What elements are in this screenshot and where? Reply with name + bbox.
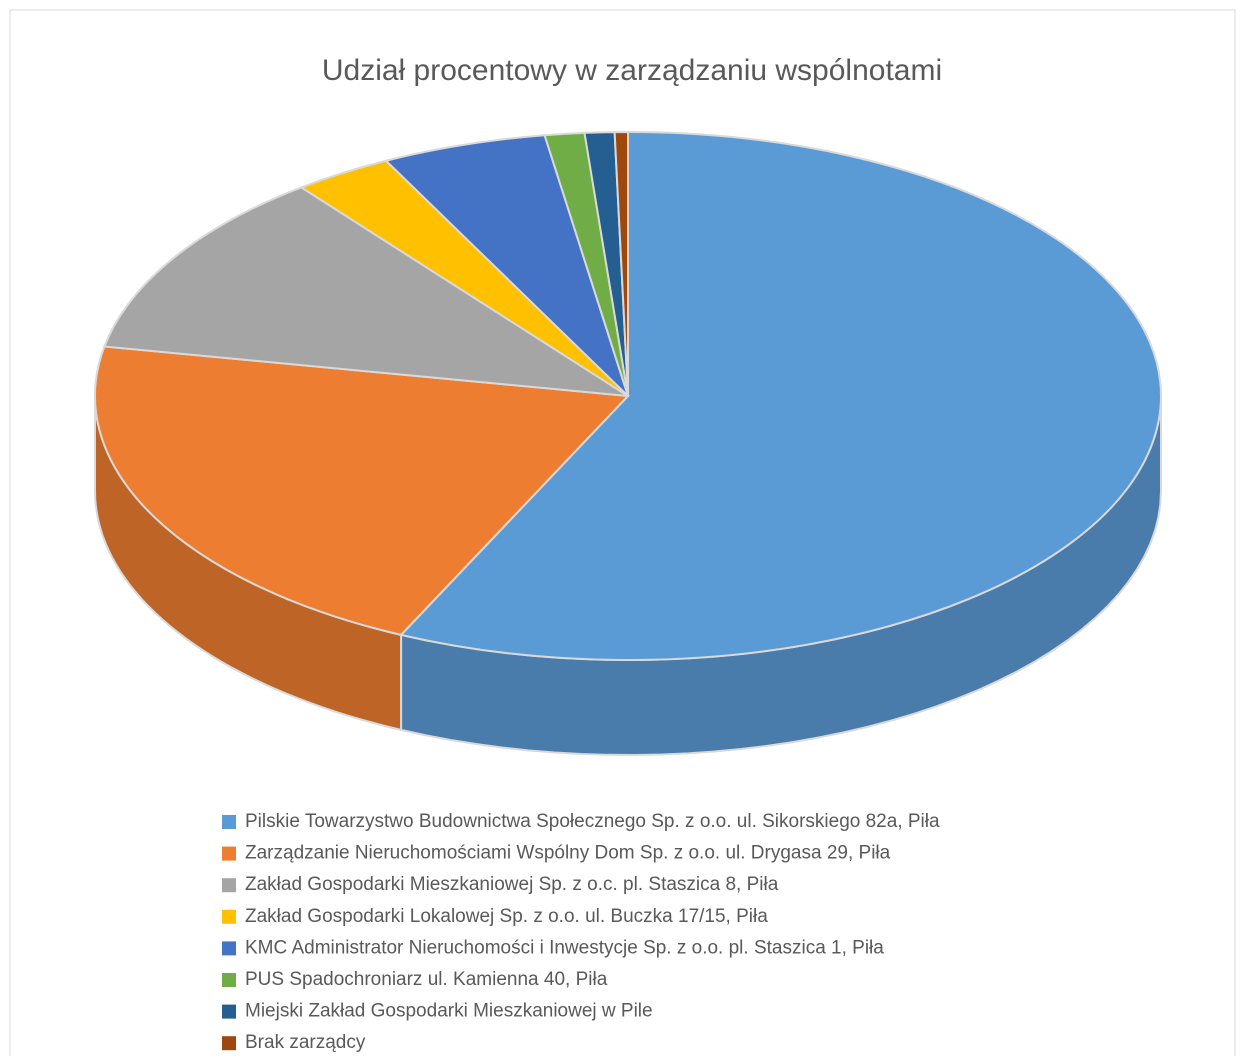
legend-swatch	[222, 973, 236, 987]
legend-label: Brak zarządcy	[245, 1032, 366, 1053]
legend-label: Miejski Zakład Gospodarki Mieszkaniowej …	[245, 1001, 653, 1022]
legend-swatch	[222, 909, 236, 924]
legend-label: Pilskie Towarzystwo Budownictwa Społeczn…	[245, 811, 940, 832]
legend-label: Zarządzanie Nieruchomościami Wspólny Dom…	[245, 843, 891, 864]
legend-swatch	[222, 1036, 236, 1051]
pie-slice	[94, 345, 631, 636]
legend-swatch	[222, 846, 236, 861]
legend-label: Zakład Gospodarki Lokalowej Sp. z o.o. u…	[245, 906, 768, 927]
legend-label: KMC Administrator Nieruchomości i Inwest…	[245, 937, 884, 958]
legend-swatch	[222, 941, 236, 956]
pie-slice	[613, 130, 629, 397]
legend-label: Zakład Gospodarki Mieszkaniowej Sp. z o.…	[245, 874, 779, 895]
legend-swatch	[222, 878, 236, 893]
legend-swatch	[222, 815, 236, 829]
pie-slice	[103, 186, 629, 397]
pie-slice	[399, 130, 1162, 661]
chart-title: Udział procentowy w zarządzaniu wspólnot…	[322, 54, 942, 87]
legend-label: PUS Spadochroniarz ul. Kamienna 40, Piła	[245, 969, 608, 990]
legend-swatch	[222, 1004, 236, 1019]
pie-slice	[384, 134, 629, 397]
